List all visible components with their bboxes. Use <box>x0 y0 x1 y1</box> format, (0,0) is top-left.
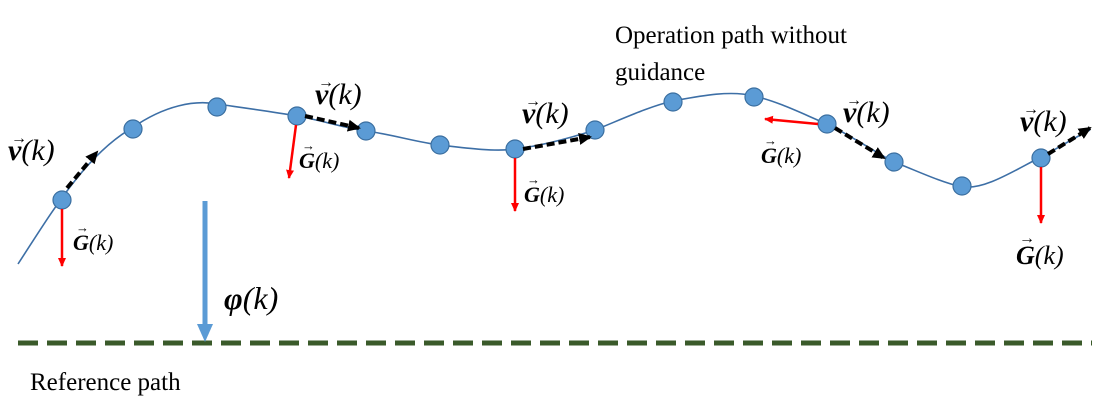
velocity-arrow <box>1046 126 1092 156</box>
svg-text:v(k): v(k) <box>522 97 569 130</box>
path-point <box>744 87 764 107</box>
path-point <box>430 135 450 155</box>
guidance-label: → G(k) <box>761 133 801 168</box>
k-arg: (k) <box>777 143 801 168</box>
path-point <box>663 92 683 112</box>
svg-text:v(k): v(k) <box>8 134 55 167</box>
guidance-label: → G(k) <box>73 220 113 255</box>
G-symbol: G <box>73 230 89 255</box>
vector-arrow-glyph: → <box>1023 101 1039 118</box>
path-point <box>287 106 307 126</box>
k-arg: (k) <box>89 230 113 255</box>
vector-arrow-glyph: → <box>1019 230 1035 247</box>
v-symbol: v <box>522 97 536 130</box>
v-symbol: v <box>315 78 329 111</box>
vector-arrow-glyph: → <box>764 133 777 148</box>
svg-text:G(k): G(k) <box>761 143 801 168</box>
vector-arrow-glyph: → <box>846 92 862 109</box>
path-point <box>952 176 972 196</box>
path-point <box>123 119 143 139</box>
velocity-arrow <box>304 114 361 132</box>
svg-text:v(k): v(k) <box>843 96 890 129</box>
path-point <box>817 114 837 134</box>
k-arg: (k) <box>535 97 568 130</box>
k-arg: (k) <box>21 134 54 167</box>
k-arg: (k) <box>1033 105 1066 138</box>
velocity-arrow <box>833 126 886 160</box>
vector-arrow-glyph: → <box>525 93 541 110</box>
velocity-arrow <box>522 133 592 151</box>
operation-path-label-line2: guidance <box>615 59 705 86</box>
k-arg: (k) <box>540 182 564 207</box>
k-arg: (k) <box>328 78 361 111</box>
svg-text:G(k): G(k) <box>299 148 339 173</box>
velocity-arrows <box>65 114 1092 190</box>
velocity-label: → v(k) <box>315 74 362 111</box>
vector-arrow-glyph: → <box>11 130 27 147</box>
velocity-label: → v(k) <box>1020 101 1067 138</box>
path-point <box>52 190 72 210</box>
path-point <box>1031 148 1051 168</box>
vector-arrow-glyph: → <box>527 172 540 187</box>
path-point <box>884 152 904 172</box>
guidance-arrow <box>286 124 298 179</box>
guidance-label: → G(k) <box>299 138 339 173</box>
path-point <box>356 121 376 141</box>
guidance-label: → G(k) <box>1016 230 1064 270</box>
v-symbol: v <box>843 96 857 129</box>
offset-label: φ(k) <box>224 280 278 316</box>
guidance-arrows <box>58 115 1045 267</box>
G-symbol: G <box>1016 241 1035 270</box>
operation-path-label-line1: Operation path without <box>615 22 847 49</box>
k-arg: (k) <box>1035 241 1064 270</box>
G-symbol: G <box>299 148 315 173</box>
guidance-label: → G(k) <box>524 172 564 207</box>
svg-text:v(k): v(k) <box>1020 105 1067 138</box>
vector-arrow-glyph: → <box>302 138 315 153</box>
k-arg: (k) <box>315 148 339 173</box>
k-arg: (k) <box>856 96 889 129</box>
svg-text:G(k): G(k) <box>1016 241 1064 270</box>
velocity-label: → v(k) <box>522 93 569 130</box>
path-points <box>52 87 1051 210</box>
G-symbol: G <box>524 182 540 207</box>
guidance-arrow <box>764 115 819 126</box>
k-arg: (k) <box>243 280 279 316</box>
velocity-label: → v(k) <box>8 130 55 167</box>
v-symbol: v <box>1020 105 1034 138</box>
reference-path-label: Reference path <box>30 369 181 396</box>
phi-symbol: φ <box>224 280 243 316</box>
vector-arrow-glyph: → <box>76 220 89 235</box>
velocity-label: → v(k) <box>843 92 890 129</box>
velocity-arrow <box>65 150 99 190</box>
svg-text:v(k): v(k) <box>315 78 362 111</box>
svg-text:G(k): G(k) <box>524 182 564 207</box>
G-symbol: G <box>761 143 777 168</box>
svg-text:G(k): G(k) <box>73 230 113 255</box>
path-point <box>207 97 227 117</box>
vector-arrow-glyph: → <box>318 74 334 91</box>
path-point <box>505 139 525 159</box>
v-symbol: v <box>8 134 22 167</box>
